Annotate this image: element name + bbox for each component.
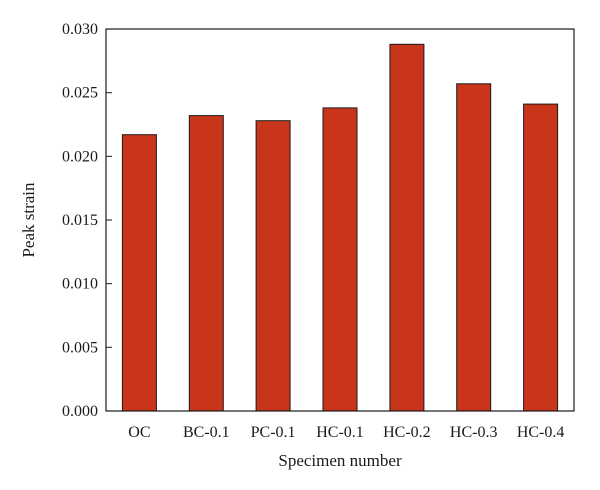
y-tick-label: 0.005 — [62, 339, 98, 356]
x-tick-label: HC-0.4 — [517, 424, 565, 441]
y-tick-label: 0.010 — [62, 276, 98, 293]
x-tick-label: HC-0.3 — [450, 424, 498, 441]
bar-bc-0.1 — [188, 115, 224, 412]
x-axis: OC BC-0.1 PC-0.1 HC-0.1 HC-0.2 HC-0.3 HC-0.4 — [128, 424, 564, 441]
bar-hc-0.1 — [322, 107, 358, 412]
y-axis: 0.000 0.005 0.010 0.015 0.020 0.025 0.030 — [62, 21, 112, 420]
y-axis-title: Peak strain — [19, 182, 38, 258]
bar-hc-0.3 — [456, 83, 492, 412]
y-tick-label: 0.030 — [62, 21, 98, 38]
bar-hc-0.2 — [389, 43, 425, 412]
x-axis-title: Specimen number — [278, 451, 402, 470]
y-tick-label: 0.025 — [62, 85, 98, 102]
x-tick-label: HC-0.2 — [383, 424, 431, 441]
y-tick-label: 0.015 — [62, 212, 98, 229]
bars-group — [121, 43, 559, 412]
y-tick-label: 0.000 — [62, 403, 98, 420]
x-tick-label: HC-0.1 — [316, 424, 364, 441]
x-tick-label: BC-0.1 — [183, 424, 230, 441]
y-tick-label: 0.020 — [62, 148, 98, 165]
x-tick-label: PC-0.1 — [251, 424, 296, 441]
bar-hc-0.4 — [523, 103, 559, 412]
bar-pc-0.1 — [255, 120, 291, 412]
x-tick-label: OC — [128, 424, 150, 441]
bar-oc — [121, 134, 157, 412]
